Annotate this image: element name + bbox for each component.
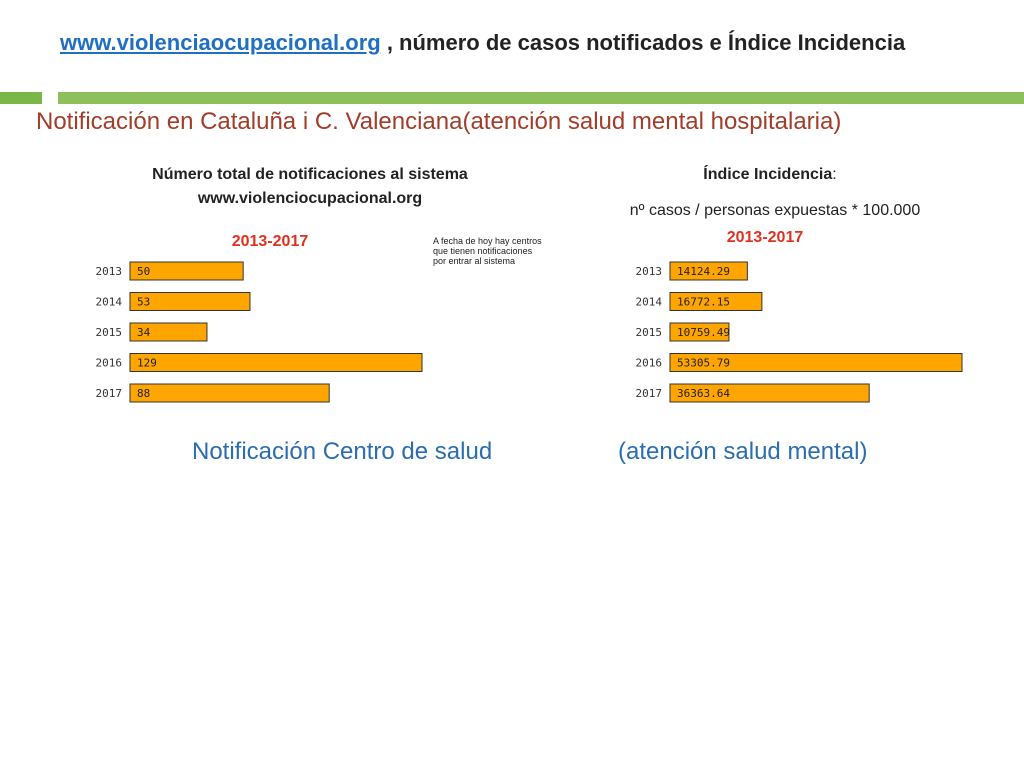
left-chart-bar <box>129 292 251 311</box>
note-line: A fecha de hoy hay centros <box>433 236 542 246</box>
incidence-index-label: Índice Incidencia <box>703 166 833 183</box>
left-chart-heading-line1: Número total de notificaciones al sistem… <box>152 166 468 183</box>
right-chart-tick-label: 2016 <box>636 357 663 370</box>
bottom-left-text: Notificación Centro de salud <box>192 438 493 465</box>
left-chart-bar <box>129 322 208 342</box>
right-chart-formula: nº casos / personas expuestas * 100.000 <box>629 202 921 219</box>
left-chart-bar <box>129 353 423 372</box>
left-bar-chart: 2013 50 2014 53 2015 34 2016 129 2017 88 <box>96 261 423 403</box>
left-chart-bar <box>129 383 330 403</box>
accent-bar-gap <box>42 92 58 104</box>
slide-subtitle: Notificación en Cataluña i C. Valenciana… <box>36 108 842 135</box>
right-chart-data-label: 10759.49 <box>677 326 730 339</box>
right-chart-bar <box>669 261 748 281</box>
right-chart-data-label: 16772.15 <box>677 296 730 309</box>
right-chart-tick-label: 2013 <box>636 265 663 278</box>
note-line: que tienen notificaciones <box>433 246 533 256</box>
left-chart-tick-label: 2017 <box>96 387 123 400</box>
left-chart-data-label: 129 <box>137 357 157 370</box>
right-chart-bar <box>669 353 963 372</box>
note-line: por entrar al sistema <box>433 256 516 266</box>
accent-bar-left <box>0 92 42 104</box>
right-chart-tick-label: 2017 <box>636 387 663 400</box>
right-chart-bar <box>669 322 730 342</box>
right-chart-heading: Índice Incidencia: <box>620 166 920 184</box>
left-chart-heading-line2: www.violenciocupacional.org <box>197 190 423 207</box>
right-chart-tick-label: 2014 <box>636 296 663 309</box>
left-chart-bar <box>129 261 244 281</box>
left-chart-data-label: 34 <box>137 326 151 339</box>
left-chart-tick-label: 2016 <box>96 357 123 370</box>
right-chart-data-label: 36363.64 <box>677 387 730 400</box>
left-chart-note: A fecha de hoy hay centros que tienen no… <box>433 236 583 266</box>
right-chart-data-label: 14124.29 <box>677 265 730 278</box>
left-chart-tick-label: 2015 <box>96 326 123 339</box>
website-link[interactable]: www.violenciaocupacional.org <box>60 30 381 55</box>
right-chart-bar <box>669 292 763 311</box>
left-chart-tick-label: 2014 <box>96 296 123 309</box>
accent-bar-right <box>58 92 1024 104</box>
left-chart-tick-label: 2013 <box>96 265 123 278</box>
slide-title: www.violenciaocupacional.org , número de… <box>60 30 905 56</box>
right-chart-data-label: 53305.79 <box>677 357 730 370</box>
left-chart-period: 2013-2017 <box>231 233 309 250</box>
left-chart-data-label: 53 <box>137 296 150 309</box>
incidence-index-colon: : <box>832 166 837 183</box>
slide-title-text: , número de casos notificados e Índice I… <box>380 30 906 55</box>
right-bar-chart: 2013 14124.29 2014 16772.15 2015 10759.49 2016… <box>636 261 963 403</box>
right-chart-period: 2013-2017 <box>726 229 804 246</box>
bottom-right-text: (atención salud mental) <box>618 438 868 465</box>
right-chart-bar <box>669 383 870 403</box>
left-chart-data-label: 50 <box>137 265 150 278</box>
right-chart-tick-label: 2015 <box>636 326 663 339</box>
left-chart-data-label: 88 <box>137 387 150 400</box>
